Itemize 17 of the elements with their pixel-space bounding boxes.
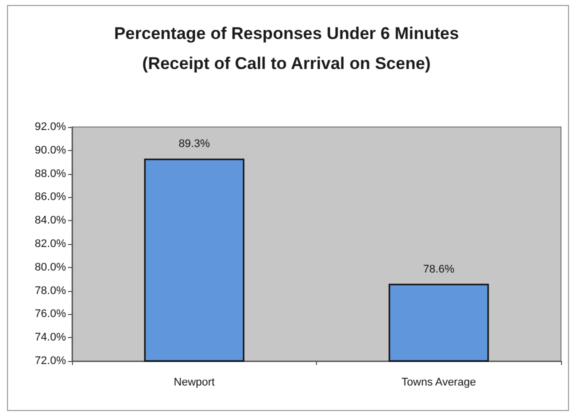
y-tick-label: 76.0% — [34, 308, 66, 320]
y-tick-label: 84.0% — [34, 214, 66, 227]
chart-subtitle: (Receipt of Call to Arrival on Scene) — [142, 54, 431, 73]
y-tick-label: 90.0% — [34, 144, 66, 156]
x-tick-label: Towns Average — [402, 376, 476, 388]
y-tick-label: 86.0% — [34, 191, 66, 204]
y-tick-label: 72.0% — [34, 355, 66, 367]
y-tick-label: 74.0% — [34, 332, 66, 344]
x-tick-label: Newport — [174, 376, 215, 388]
data-label: 78.6% — [423, 263, 455, 276]
y-tick-label: 80.0% — [34, 261, 66, 274]
y-tick-label: 88.0% — [34, 168, 66, 180]
y-tick-label: 92.0% — [34, 121, 66, 133]
data-label: 89.3% — [178, 138, 210, 150]
chart-title: Percentage of Responses Under 6 Minutes — [114, 24, 459, 43]
y-tick-label: 82.0% — [34, 238, 66, 250]
y-tick-label: 78.0% — [34, 284, 66, 297]
